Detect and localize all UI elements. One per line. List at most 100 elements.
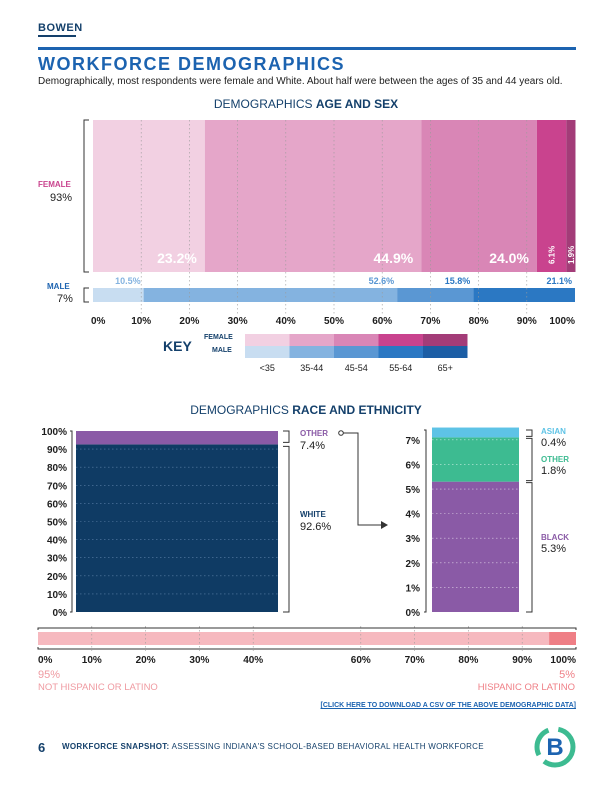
asian-bracket xyxy=(526,429,533,437)
zoom-y-tick: 0% xyxy=(406,608,421,619)
header-rule xyxy=(38,47,576,50)
female-value-label-2: 24.0% xyxy=(489,250,529,266)
male-value-label-3: 21.1% xyxy=(546,276,572,286)
not-hispanic-bar xyxy=(38,632,550,645)
asian-label: ASIAN xyxy=(541,427,566,436)
race-y-tick: 60% xyxy=(47,499,67,510)
zoom-y-tick: 2% xyxy=(406,559,421,570)
age-x-tick: 70% xyxy=(420,316,440,327)
footer-text: WORKFORCE SNAPSHOT: ASSESSING INDIANA'S … xyxy=(62,742,484,751)
race-title: DEMOGRAPHICS RACE AND ETHNICITY xyxy=(190,403,422,417)
key-female-swatch-0 xyxy=(245,334,290,346)
male-bracket xyxy=(83,287,89,303)
zoom-bar-asian xyxy=(432,427,519,438)
other-bar xyxy=(76,431,278,445)
age-x-tick: 60% xyxy=(372,316,392,327)
key-male-label: MALE xyxy=(212,347,232,354)
zoom-bar-black xyxy=(432,481,519,612)
black-label: BLACK xyxy=(541,533,569,542)
key-category-label: 35-44 xyxy=(300,363,323,373)
age-x-tick: 100% xyxy=(549,316,575,327)
svg-text:B: B xyxy=(546,734,563,761)
age-x-tick: 90% xyxy=(517,316,537,327)
race-chart: 0% 10% 20% 30% 40% 50% 60% 70% 80% 90% 100% 0% 1% 2% 3… xyxy=(37,427,577,666)
other2-label: OTHER xyxy=(541,455,569,464)
male-value-label-2: 15.8% xyxy=(445,276,471,286)
hispanic-x-tick: 20% xyxy=(136,655,156,666)
zoom-left-bracket xyxy=(424,429,427,613)
white-label: WHITE xyxy=(300,510,326,519)
hispanic-x-tick: 0% xyxy=(38,655,53,666)
not-hispanic-pct: 95% xyxy=(38,669,61,681)
other-pct: 7.4% xyxy=(300,440,326,452)
male-pct: 7% xyxy=(57,293,73,305)
brand-label: BOWEN xyxy=(38,22,83,34)
other2-bracket xyxy=(526,437,533,482)
connector-dot xyxy=(338,430,344,436)
zoom-y-tick: 5% xyxy=(406,485,421,496)
female-value-label-3: 6.1% xyxy=(548,246,557,264)
hispanic-x-tick: 70% xyxy=(405,655,425,666)
male-bar-3 xyxy=(473,288,575,302)
hispanic-x-tick: 80% xyxy=(458,655,478,666)
hispanic-x-tick: 90% xyxy=(512,655,532,666)
page-subtitle: Demographically, most respondents were f… xyxy=(38,76,563,87)
male-bar-1 xyxy=(143,288,398,302)
hispanic-x-tick: 40% xyxy=(243,655,263,666)
age-x-tick: 50% xyxy=(324,316,344,327)
hispanic-bar xyxy=(549,632,576,645)
zoom-bar-other xyxy=(432,437,519,482)
bowen-logo-icon: B xyxy=(534,726,576,768)
age-x-tick: 20% xyxy=(179,316,199,327)
age-x-tick: 80% xyxy=(469,316,489,327)
key-male-swatch-3 xyxy=(378,346,423,358)
age-x-tick: 40% xyxy=(276,316,296,327)
female-bar-3 xyxy=(536,120,567,272)
key-male-swatch-4 xyxy=(423,346,468,358)
female-value-label-0: 23.2% xyxy=(157,250,197,266)
hispanic-x-tick: 100% xyxy=(550,655,576,666)
other2-pct: 1.8% xyxy=(541,465,567,477)
male-bar-2 xyxy=(397,288,474,302)
key-male-swatch-2 xyxy=(334,346,379,358)
female-bracket xyxy=(83,119,89,273)
female-value-label-4: 1.9% xyxy=(567,246,576,264)
zoom-y-tick: 3% xyxy=(406,534,421,545)
not-hispanic-label: NOT HISPANIC OR LATINO xyxy=(38,682,158,693)
black-bracket xyxy=(526,482,533,613)
race-y-tick: 90% xyxy=(47,445,67,456)
female-label: FEMALE xyxy=(38,180,71,189)
hispanic-x-tick: 60% xyxy=(351,655,371,666)
hispanic-top-bracket xyxy=(37,627,577,630)
female-bar-1 xyxy=(204,120,422,272)
zoom-y-tick: 6% xyxy=(406,460,421,471)
race-y-tick: 10% xyxy=(47,590,67,601)
white-bracket xyxy=(283,445,290,613)
age-x-tick: 10% xyxy=(131,316,151,327)
age-sex-title: DEMOGRAPHICS AGE AND SEX xyxy=(213,97,399,111)
connector-arrowhead xyxy=(381,521,388,529)
race-y-tick: 100% xyxy=(41,427,67,438)
key-male-swatch-0 xyxy=(245,346,290,358)
key-female-swatch-4 xyxy=(423,334,468,346)
female-bar-2 xyxy=(421,120,537,272)
male-value-label-1: 52.6% xyxy=(369,276,395,286)
age-sex-chart: 23.2% 44.9% 24.0% 6.1% 1.9% 10.5% 52.6% 15.8% 21… xyxy=(83,119,576,373)
male-bar-0 xyxy=(93,288,144,302)
hispanic-x-tick: 10% xyxy=(82,655,102,666)
male-label: MALE xyxy=(47,282,70,291)
race-y-tick: 0% xyxy=(53,608,68,619)
hispanic-label: HISPANIC OR LATINO xyxy=(477,682,575,693)
age-x-tick: 0% xyxy=(91,316,106,327)
female-pct: 93% xyxy=(50,192,73,204)
csv-download-link[interactable]: [CLICK HERE TO DOWNLOAD A CSV OF THE ABO… xyxy=(320,702,577,709)
key-category-label: 65+ xyxy=(438,363,453,373)
key-male-swatch-1 xyxy=(289,346,334,358)
male-value-label-0: 10.5% xyxy=(115,276,141,286)
asian-pct: 0.4% xyxy=(541,437,567,449)
female-bar-4 xyxy=(566,120,576,272)
key-title: KEY xyxy=(163,338,192,354)
white-pct: 92.6% xyxy=(300,521,332,533)
other-bracket xyxy=(283,430,290,443)
zoom-y-tick: 1% xyxy=(406,583,421,594)
